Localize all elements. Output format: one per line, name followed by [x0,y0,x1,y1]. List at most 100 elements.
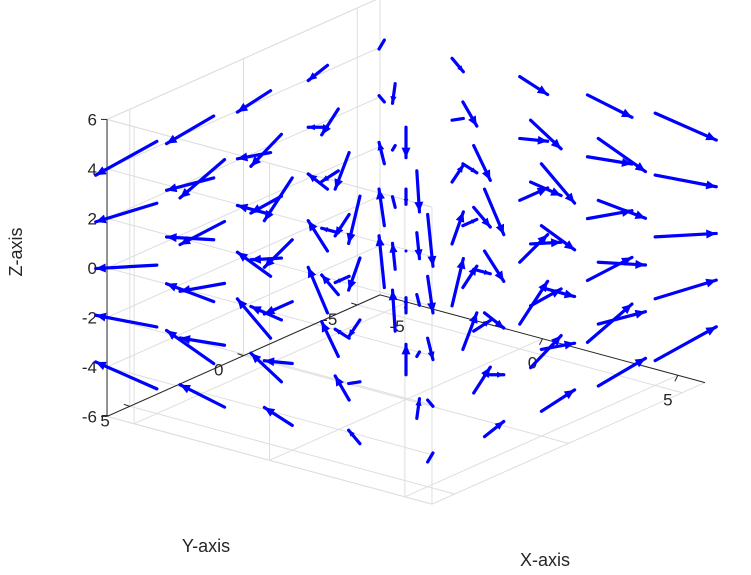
quiver-arrow [528,118,563,151]
label-layer: X-axis Y-axis Z-axis [6,228,570,571]
quiver-arrow-head [390,96,397,104]
quiver-arrow-head [180,188,191,198]
quiver-arrow [403,296,409,315]
y-tick-label: 0 [214,361,223,380]
quiver-arrow [94,201,159,224]
quiver-arrow [390,143,397,152]
quiver-arrow [178,219,227,247]
quiver-arrow [482,187,506,237]
quiver-arrow-head [346,232,356,244]
quiver-arrow [164,282,216,304]
quiver-arrow [461,311,479,352]
quiver-arrow-head [456,165,464,173]
quiver-arrow [472,267,492,276]
quiver-arrow-head [634,309,646,319]
quiver-arrow-head [321,321,331,333]
quiver-arrow [249,304,284,322]
quiver-arrow [94,263,159,273]
quiver-arrow-head [180,335,191,345]
quiver-arrow-head [375,235,385,247]
quiver-arrow [94,139,159,177]
quiver-arrow-shaft [94,201,159,224]
quiver-arrow [401,342,411,377]
quiver-arrow-head [95,166,107,176]
quiver-arrow [596,356,648,388]
quiver-arrow [178,383,227,409]
quiver-arrow-head [166,134,178,144]
quiver-arrow [377,38,386,51]
quiver-arrow [320,273,340,297]
quiver-arrow-head [335,329,342,335]
quiver-arrow-head [455,211,465,223]
quiver-arrow-head [388,290,398,301]
y-grid-line-floor [129,405,455,495]
quiver-arrow [390,82,397,105]
quiver-arrow-head [427,255,437,267]
quiver-arrow [450,163,465,184]
quiver-arrow [414,169,424,214]
quiver-arrow-head [379,95,382,99]
quiver-arrow [235,89,273,114]
quiver-arrow [347,428,362,446]
quiver-arrow [375,234,386,290]
x-axis-label: X-axis [520,550,570,570]
quiver-arrow [461,264,479,290]
quiver-arrow-head [237,203,249,213]
z-tick-label: 2 [88,209,97,228]
quiver-arrow [585,93,634,119]
quiver-arrow-head [95,312,107,322]
quiver-arrow-head [414,249,423,259]
quiver-arrow-head [335,278,342,283]
z-tick-label: -2 [82,308,97,327]
quiver-arrow-shaft [94,139,159,177]
quiver-arrow [414,231,423,261]
x-tick-label: 0 [528,354,537,373]
quiver-arrow-head [621,108,632,118]
quiver-arrow-head [95,214,107,224]
quiver-arrow-head [321,227,329,233]
quiver-arrow-head [634,162,646,172]
quiver-arrow [461,217,479,228]
quiver-arrow [235,203,273,217]
x-tick-mark [539,338,543,345]
quiver-arrow-head [348,329,356,337]
quiver-arrow [461,162,479,175]
quiver-arrow [518,135,550,145]
quiver-arrow-head [264,257,275,268]
z-tick-label: 4 [88,160,97,179]
quiver-arrow-head [705,180,717,190]
z-tick-label: -6 [82,407,97,426]
quiver-arrow-head [481,367,491,378]
quiver-arrow-head [416,301,421,306]
quiver-arrow [403,187,409,206]
quiver-arrow-head [550,238,562,248]
quiver-arrow [450,256,466,308]
quiver-arrow-head [564,192,575,204]
quiver-arrow-head [401,344,411,355]
quiver-arrow-head [634,358,646,368]
quiver-arrow [164,114,216,146]
quiver-arrow [415,397,422,420]
quiver-arrow-head [417,351,420,354]
quiver-arrow [376,187,386,228]
quiver-arrow [306,219,330,253]
z-grid-line-side [106,0,377,120]
quiver-arrow-shaft [653,231,718,239]
z-grid-line-back [106,118,433,208]
quiver-arrow [415,293,422,307]
quiver-arrow [333,274,351,285]
quiver-arrow-head [468,115,477,127]
quiver-arrow-head [429,452,433,457]
quiver-arrow [482,311,506,330]
quiver-arrow [164,176,216,193]
quiver-arrow-head [307,267,317,279]
quiver-arrow-head [250,156,262,167]
quiver-arrow [653,278,718,301]
quiver-arrow-head [237,102,249,113]
quiver-arrow-shaft [94,263,159,271]
y-tick-mark [123,403,130,407]
quiver-arrow [306,63,330,83]
quiver-arrow [596,136,648,174]
